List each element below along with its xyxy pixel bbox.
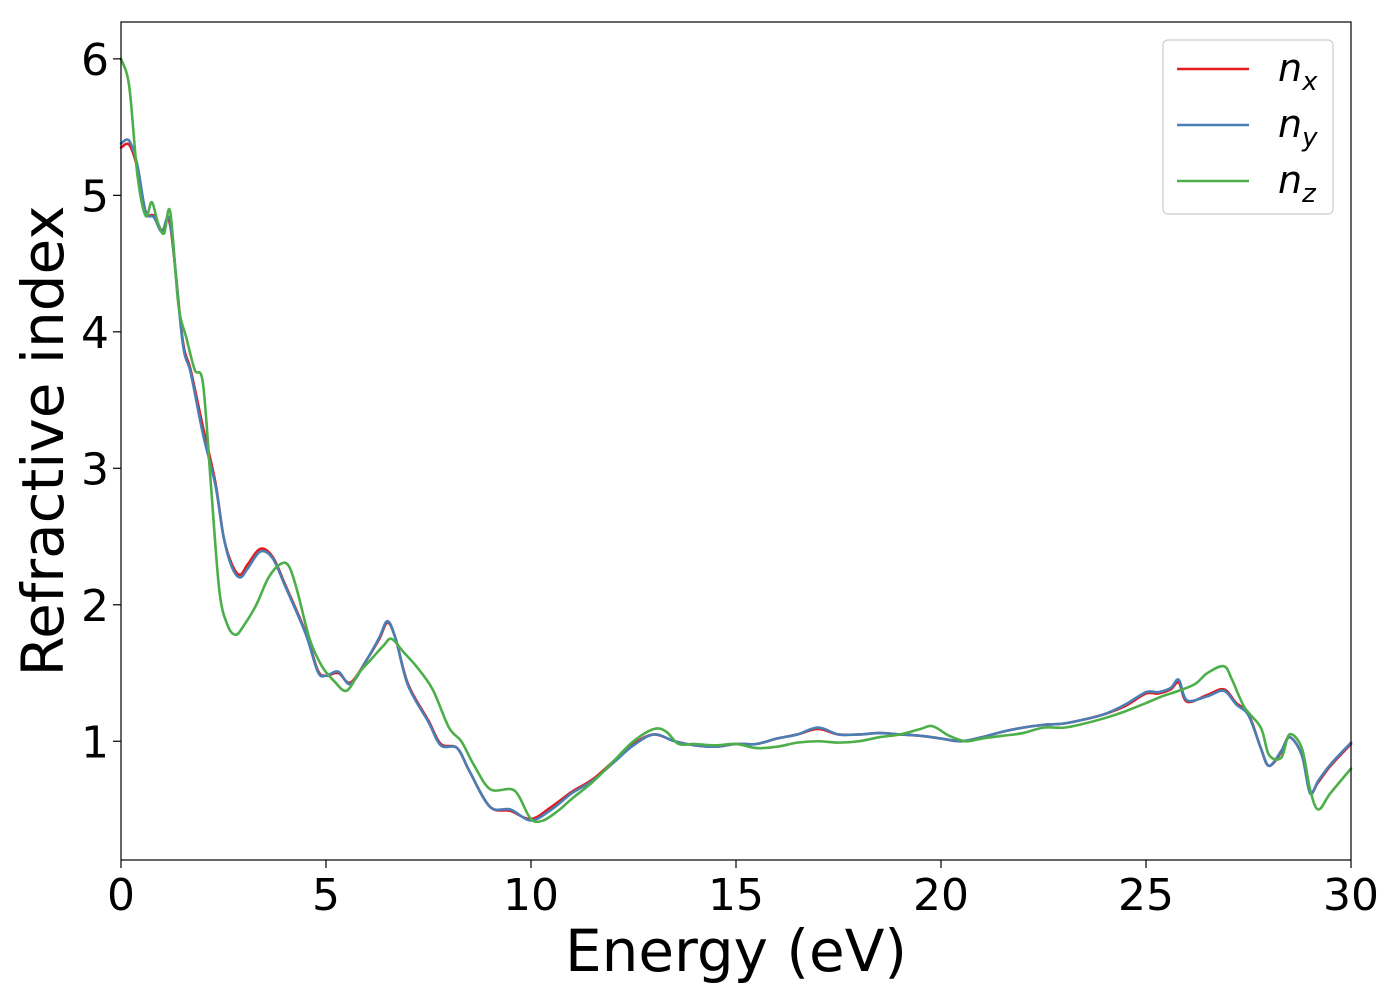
x-tick-label: 25: [1118, 870, 1174, 921]
series-layer: [119, 57, 1353, 824]
x-tick-label: 0: [107, 870, 135, 921]
x-tick-label: 10: [503, 870, 559, 921]
series-line-nx: [119, 142, 1353, 821]
x-axis-ticks: 0 5 10 15 20 25 30: [107, 860, 1379, 921]
legend-label-ny: ny: [1278, 102, 1318, 153]
series-line-ny: [119, 138, 1353, 822]
x-tick-label: 20: [913, 870, 969, 921]
legend-box: [1162, 39, 1334, 215]
legend-label-nz: nz: [1278, 158, 1317, 209]
legend-label-nx: nx: [1278, 46, 1318, 97]
y-tick-label: 6: [81, 35, 109, 86]
x-tick-label: 30: [1323, 870, 1379, 921]
x-tick-label: 5: [312, 870, 340, 921]
series-line-nz: [119, 57, 1353, 824]
y-tick-label: 3: [81, 444, 109, 495]
y-axis-label: Refractive index: [9, 205, 77, 676]
y-axis-ticks: 1 2 3 4 5 6: [81, 35, 121, 768]
y-tick-label: 1: [81, 717, 109, 768]
x-tick-label: 15: [708, 870, 764, 921]
y-tick-label: 5: [81, 171, 109, 222]
y-tick-label: 2: [81, 581, 109, 632]
y-tick-label: 4: [81, 308, 109, 359]
x-axis-label: Energy (eV): [565, 917, 907, 985]
